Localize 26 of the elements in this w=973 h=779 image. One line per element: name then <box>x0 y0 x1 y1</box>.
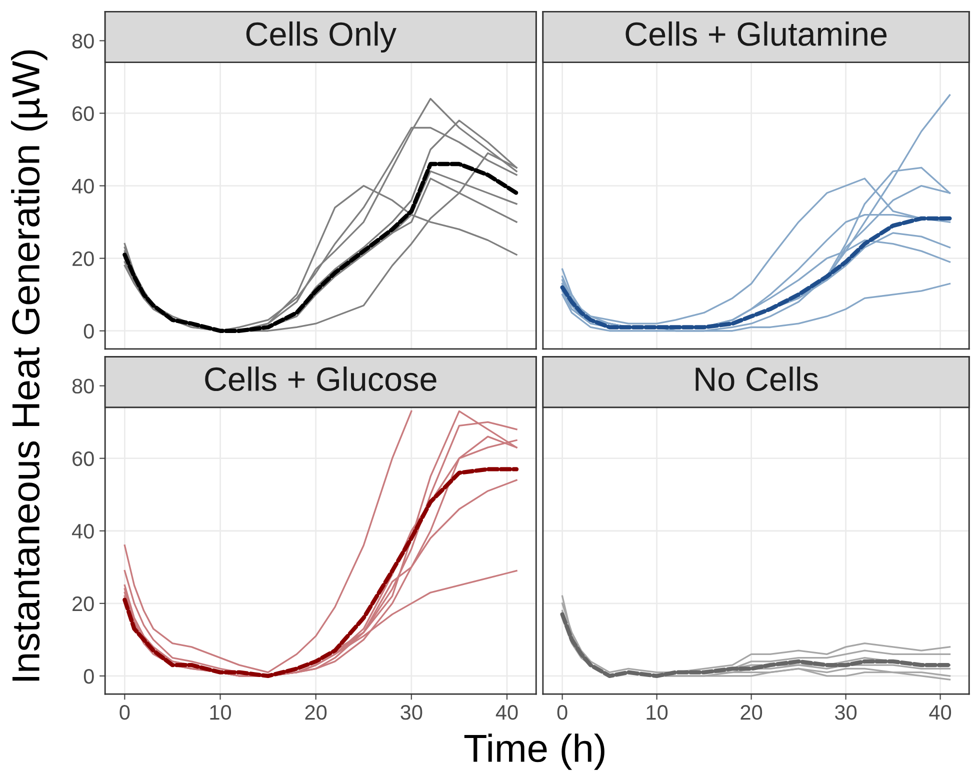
y-tick-label: 80 <box>72 378 94 394</box>
x-tick-label: 30 <box>400 705 422 720</box>
y-tick-label: 20 <box>72 251 94 266</box>
y-axis-title: Instantaneous Heat Generation (µW) <box>11 50 48 681</box>
y-tick-label: 20 <box>72 596 94 612</box>
x-axis-title: Time (h) <box>464 734 604 770</box>
y-tick-label: 0 <box>84 324 94 339</box>
x-tick-label: 40 <box>929 705 952 720</box>
chart-title: Cells + Glucose <box>205 366 436 392</box>
x-tick-label: 0 <box>557 705 568 720</box>
chart-title: No Cells <box>696 366 818 392</box>
y-tick-label: 40 <box>72 524 94 539</box>
y-tick-label: 0 <box>84 668 94 684</box>
x-tick-label: 0 <box>120 705 130 720</box>
y-tick-label: 80 <box>72 34 94 48</box>
y-tick-label: 60 <box>72 451 94 466</box>
x-tick-label: 20 <box>740 705 762 720</box>
x-tick-label: 30 <box>835 705 857 720</box>
y-tick-label: 40 <box>72 178 94 194</box>
x-tick-label: 40 <box>496 705 518 720</box>
x-tick-label: 10 <box>646 705 668 720</box>
x-tick-label: 20 <box>305 705 327 720</box>
chart-title: Cells + Glutamine <box>626 21 887 46</box>
chart-title: Cells Only <box>246 21 396 53</box>
y-tick-label: 60 <box>72 106 94 121</box>
x-tick-label: 10 <box>210 705 232 720</box>
